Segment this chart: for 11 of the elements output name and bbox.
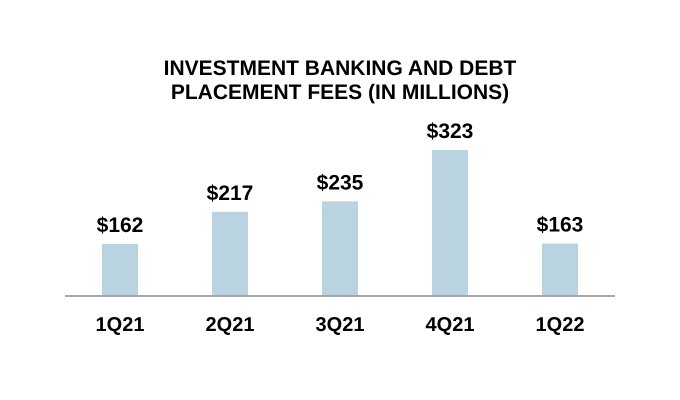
data-label: $217 xyxy=(206,182,254,205)
chart-title: INVESTMENT BANKING AND DEBT PLACEMENT FEES (IN MILLIONS) xyxy=(162,57,518,105)
x-tick-label: 1Q21 xyxy=(96,314,144,336)
data-label: $235 xyxy=(316,171,364,194)
x-tick-label: 3Q21 xyxy=(316,314,364,336)
x-tick-label: 1Q22 xyxy=(536,314,584,336)
data-label: $162 xyxy=(96,214,144,238)
x-tick-label: 2Q21 xyxy=(206,314,254,336)
x-tick-label: 4Q21 xyxy=(426,314,474,336)
data-label: $323 xyxy=(426,120,474,143)
data-label: $163 xyxy=(536,213,584,236)
